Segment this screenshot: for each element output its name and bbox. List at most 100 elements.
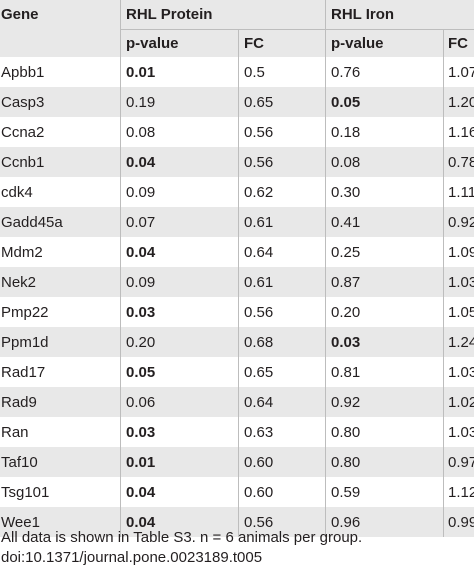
header-divider-line: [120, 29, 474, 30]
iron-fc-cell: 1.02: [448, 393, 474, 411]
protein-pvalue-cell: 0.04: [126, 243, 156, 261]
protein-fc-cell: 0.56: [244, 123, 274, 141]
table-row: Mdm2 0.04 0.64 0.25 1.09: [0, 237, 474, 267]
protein-pvalue-cell: 0.04: [126, 483, 156, 501]
table-row: Wee1 0.04 0.56 0.96 0.99: [0, 507, 474, 537]
protein-pvalue-cell: 0.04: [126, 513, 156, 531]
header-protein-pvalue: p-value: [126, 34, 179, 52]
table-row: Apbb1 0.01 0.5 0.76 1.07: [0, 57, 474, 87]
protein-fc-cell: 0.56: [244, 513, 274, 531]
table-row: cdk4 0.09 0.62 0.30 1.11: [0, 177, 474, 207]
protein-fc-cell: 0.60: [244, 483, 274, 501]
iron-fc-cell: 0.99: [448, 513, 474, 531]
protein-fc-cell: 0.60: [244, 453, 274, 471]
gene-cell: Tsg101: [1, 483, 50, 501]
protein-pvalue-cell: 0.20: [126, 333, 156, 351]
iron-pvalue-cell: 0.76: [331, 63, 361, 81]
protein-pvalue-cell: 0.01: [126, 63, 156, 81]
table-header-group-row: Gene RHL Protein RHL Iron: [0, 0, 474, 29]
iron-pvalue-cell: 0.96: [331, 513, 361, 531]
protein-pvalue-cell: 0.03: [126, 303, 156, 321]
iron-fc-cell: 1.03: [448, 273, 474, 291]
protein-pvalue-cell: 0.06: [126, 393, 156, 411]
protein-fc-cell: 0.5: [244, 63, 265, 81]
gene-cell: Gadd45a: [1, 213, 63, 231]
iron-fc-cell: 1.03: [448, 363, 474, 381]
gene-cell: Ppm1d: [1, 333, 49, 351]
protein-fc-cell: 0.65: [244, 93, 274, 111]
doi-citation: doi:10.1371/journal.pone.0023189.t005: [1, 549, 263, 566]
iron-fc-cell: 1.12: [448, 483, 474, 501]
protein-pvalue-cell: 0.09: [126, 183, 156, 201]
table-row: Ccna2 0.08 0.56 0.18 1.16: [0, 117, 474, 147]
protein-pvalue-cell: 0.07: [126, 213, 156, 231]
protein-fc-cell: 0.63: [244, 423, 274, 441]
table-row: Ppm1d 0.20 0.68 0.03 1.24: [0, 327, 474, 357]
gene-cell: Casp3: [1, 93, 45, 111]
gene-cell: Rad17: [1, 363, 46, 381]
gene-cell: Nek2: [1, 273, 37, 291]
gene-cell: Ccnb1: [1, 153, 45, 171]
iron-pvalue-cell: 0.30: [331, 183, 361, 201]
iron-fc-cell: 0.78: [448, 153, 474, 171]
table-footnote: All data is shown in Table S3. n = 6 ani…: [1, 529, 363, 546]
iron-fc-cell: 1.16: [448, 123, 474, 141]
iron-fc-cell: 0.97: [448, 453, 474, 471]
iron-fc-cell: 1.20: [448, 93, 474, 111]
results-table: Gene RHL Protein RHL Iron p-value FC p-v…: [0, 0, 474, 537]
protein-pvalue-cell: 0.04: [126, 153, 156, 171]
table-row: Ran 0.03 0.63 0.80 1.03: [0, 417, 474, 447]
table-row: Nek2 0.09 0.61 0.87 1.03: [0, 267, 474, 297]
iron-pvalue-cell: 0.80: [331, 453, 361, 471]
gene-cell: Taf10: [1, 453, 38, 471]
iron-pvalue-cell: 0.20: [331, 303, 361, 321]
gene-cell: Ran: [1, 423, 29, 441]
iron-pvalue-cell: 0.03: [331, 333, 361, 351]
gene-cell: Ccna2: [1, 123, 45, 141]
gene-cell: Rad9: [1, 393, 37, 411]
protein-pvalue-cell: 0.08: [126, 123, 156, 141]
protein-pvalue-cell: 0.09: [126, 273, 156, 291]
column-divider: [443, 29, 444, 537]
table-row: Taf10 0.01 0.60 0.80 0.97: [0, 447, 474, 477]
protein-fc-cell: 0.56: [244, 303, 274, 321]
header-rhl-iron: RHL Iron: [331, 6, 395, 23]
gene-cell: Wee1: [1, 513, 40, 531]
table-row: Gadd45a 0.07 0.61 0.41 0.92: [0, 207, 474, 237]
gene-cell: Mdm2: [1, 243, 43, 261]
iron-pvalue-cell: 0.87: [331, 273, 361, 291]
table-row: Tsg101 0.04 0.60 0.59 1.12: [0, 477, 474, 507]
gene-cell: cdk4: [1, 183, 33, 201]
table-header-subcolumn-row: p-value FC p-value FC: [0, 29, 474, 57]
header-iron-fc: FC: [448, 34, 468, 52]
iron-pvalue-cell: 0.41: [331, 213, 361, 231]
protein-fc-cell: 0.68: [244, 333, 274, 351]
iron-pvalue-cell: 0.92: [331, 393, 361, 411]
iron-pvalue-cell: 0.18: [331, 123, 361, 141]
gene-cell: Pmp22: [1, 303, 49, 321]
protein-fc-cell: 0.64: [244, 393, 274, 411]
header-rhl-protein: RHL Protein: [126, 6, 213, 23]
table-row: Rad17 0.05 0.65 0.81 1.03: [0, 357, 474, 387]
protein-fc-cell: 0.65: [244, 363, 274, 381]
protein-fc-cell: 0.56: [244, 153, 274, 171]
iron-fc-cell: 1.07: [448, 63, 474, 81]
iron-fc-cell: 1.05: [448, 303, 474, 321]
iron-pvalue-cell: 0.05: [331, 93, 361, 111]
iron-fc-cell: 0.92: [448, 213, 474, 231]
header-iron-pvalue: p-value: [331, 34, 384, 52]
table-row: Ccnb1 0.04 0.56 0.08 0.78: [0, 147, 474, 177]
table-row: Pmp22 0.03 0.56 0.20 1.05: [0, 297, 474, 327]
iron-pvalue-cell: 0.59: [331, 483, 361, 501]
protein-pvalue-cell: 0.03: [126, 423, 156, 441]
iron-pvalue-cell: 0.81: [331, 363, 361, 381]
table-row: Rad9 0.06 0.64 0.92 1.02: [0, 387, 474, 417]
column-divider: [238, 29, 239, 537]
column-divider: [325, 0, 326, 537]
protein-fc-cell: 0.61: [244, 213, 274, 231]
iron-fc-cell: 1.11: [448, 183, 474, 201]
protein-pvalue-cell: 0.19: [126, 93, 156, 111]
protein-fc-cell: 0.64: [244, 243, 274, 261]
iron-fc-cell: 1.09: [448, 243, 474, 261]
table-body: Apbb1 0.01 0.5 0.76 1.07 Casp3 0.19 0.65 0.05 1.2…: [0, 57, 474, 537]
